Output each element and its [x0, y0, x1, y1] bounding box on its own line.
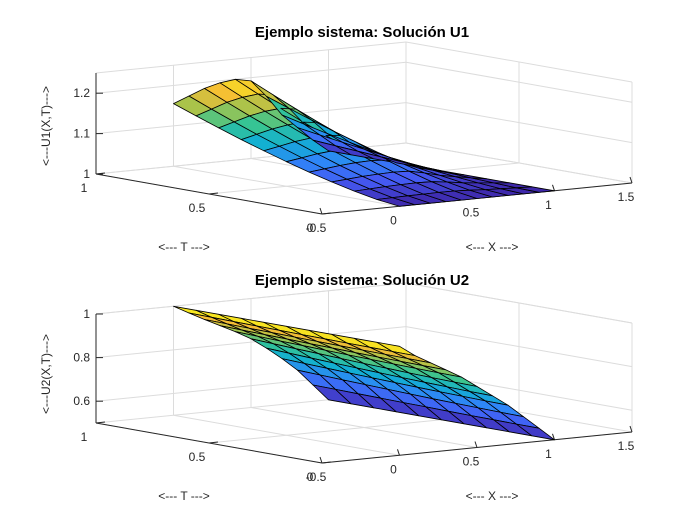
grid-line-z-back — [95, 326, 407, 359]
t-axis-label-u1: <--- T ---> — [158, 240, 210, 254]
surface-patch — [516, 186, 555, 193]
z-tick-label: 0.8 — [73, 351, 90, 365]
x-tick-mark — [397, 449, 400, 456]
t-tick-mark — [208, 192, 219, 195]
chart-title-u2: Ejemplo sistema: Solución U2 — [255, 272, 469, 289]
x-tick-label: 1.5 — [618, 439, 635, 453]
x-tick-label: 1 — [545, 198, 552, 212]
surface-u1 — [173, 78, 555, 207]
grid-line-z-side — [405, 326, 633, 368]
z-tick-label: 1.1 — [73, 127, 90, 141]
x-tick-label: 0.5 — [463, 455, 480, 469]
x-tick-label: 0 — [390, 462, 397, 476]
z-tick-label: 1.2 — [73, 86, 90, 100]
t-tick-label: 1 — [81, 430, 88, 444]
t-tick-mark — [95, 421, 106, 424]
grid-line-z-back — [95, 61, 407, 94]
x-tick-mark — [629, 425, 633, 433]
surface-u2 — [173, 305, 555, 441]
x-axis-label-u1: <--- X ---> — [466, 240, 519, 254]
x-tick-label: 1 — [545, 447, 552, 461]
x-tick-label: 0.5 — [463, 206, 480, 220]
t-tick-label: 0 — [307, 470, 314, 484]
z-tick-label: 0.6 — [73, 394, 90, 408]
t-tick-label: 0.5 — [189, 450, 206, 464]
t-tick-label: 0.5 — [189, 201, 206, 215]
x-tick-label: 1.5 — [618, 190, 635, 204]
grid-line-z-side — [405, 102, 633, 144]
box-edge-top-side — [405, 41, 633, 83]
surface-plot-u2: -0.500.511.500.510.60.81 Ejemplo sistema… — [39, 272, 635, 503]
grid-line-z-side — [405, 142, 633, 184]
surface-patch — [516, 423, 555, 441]
t-tick-mark — [321, 461, 332, 464]
x-tick-label: 0 — [390, 213, 397, 227]
t-tick-label: 0 — [307, 221, 314, 235]
box-edge-top-back — [95, 41, 407, 74]
z-axis-label-u1: <---U1(X,T)---> — [39, 86, 53, 166]
t-tick-mark — [321, 212, 332, 215]
axes-u2 — [95, 313, 633, 464]
x-tick-mark — [319, 456, 323, 464]
x-tick-label: -0.5 — [306, 470, 327, 484]
x-axis-label-u2: <--- X ---> — [466, 489, 519, 503]
x-tick-mark — [319, 207, 323, 215]
x-tick-label: -0.5 — [306, 221, 327, 235]
t-axis-label-u2: <--- T ---> — [158, 489, 210, 503]
x-tick-mark — [474, 441, 478, 448]
x-tick-mark — [629, 176, 633, 184]
box-edge-top-back — [95, 282, 407, 315]
t-tick-mark — [208, 441, 219, 444]
chart-title-u1: Ejemplo sistema: Solución U1 — [255, 24, 469, 41]
z-axis-label-u2: <---U2(X,T)---> — [39, 334, 53, 414]
t-tick-label: 1 — [81, 181, 88, 195]
grid-line-z-side — [405, 61, 633, 103]
box-edge-top-side — [405, 282, 633, 324]
x-tick-mark — [552, 184, 555, 191]
z-tick-label: 1 — [83, 307, 90, 321]
tick-labels-u2: -0.500.511.500.510.60.81 — [73, 307, 634, 484]
z-tick-label: 1 — [83, 167, 90, 181]
x-tick-mark — [552, 433, 555, 440]
